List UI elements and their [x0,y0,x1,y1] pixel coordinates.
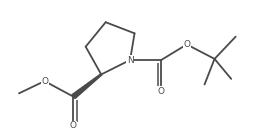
Text: O: O [41,77,48,86]
Polygon shape [72,74,102,99]
Text: N: N [127,55,133,65]
Text: O: O [70,121,77,130]
Text: O: O [183,40,190,49]
Text: O: O [158,87,165,96]
